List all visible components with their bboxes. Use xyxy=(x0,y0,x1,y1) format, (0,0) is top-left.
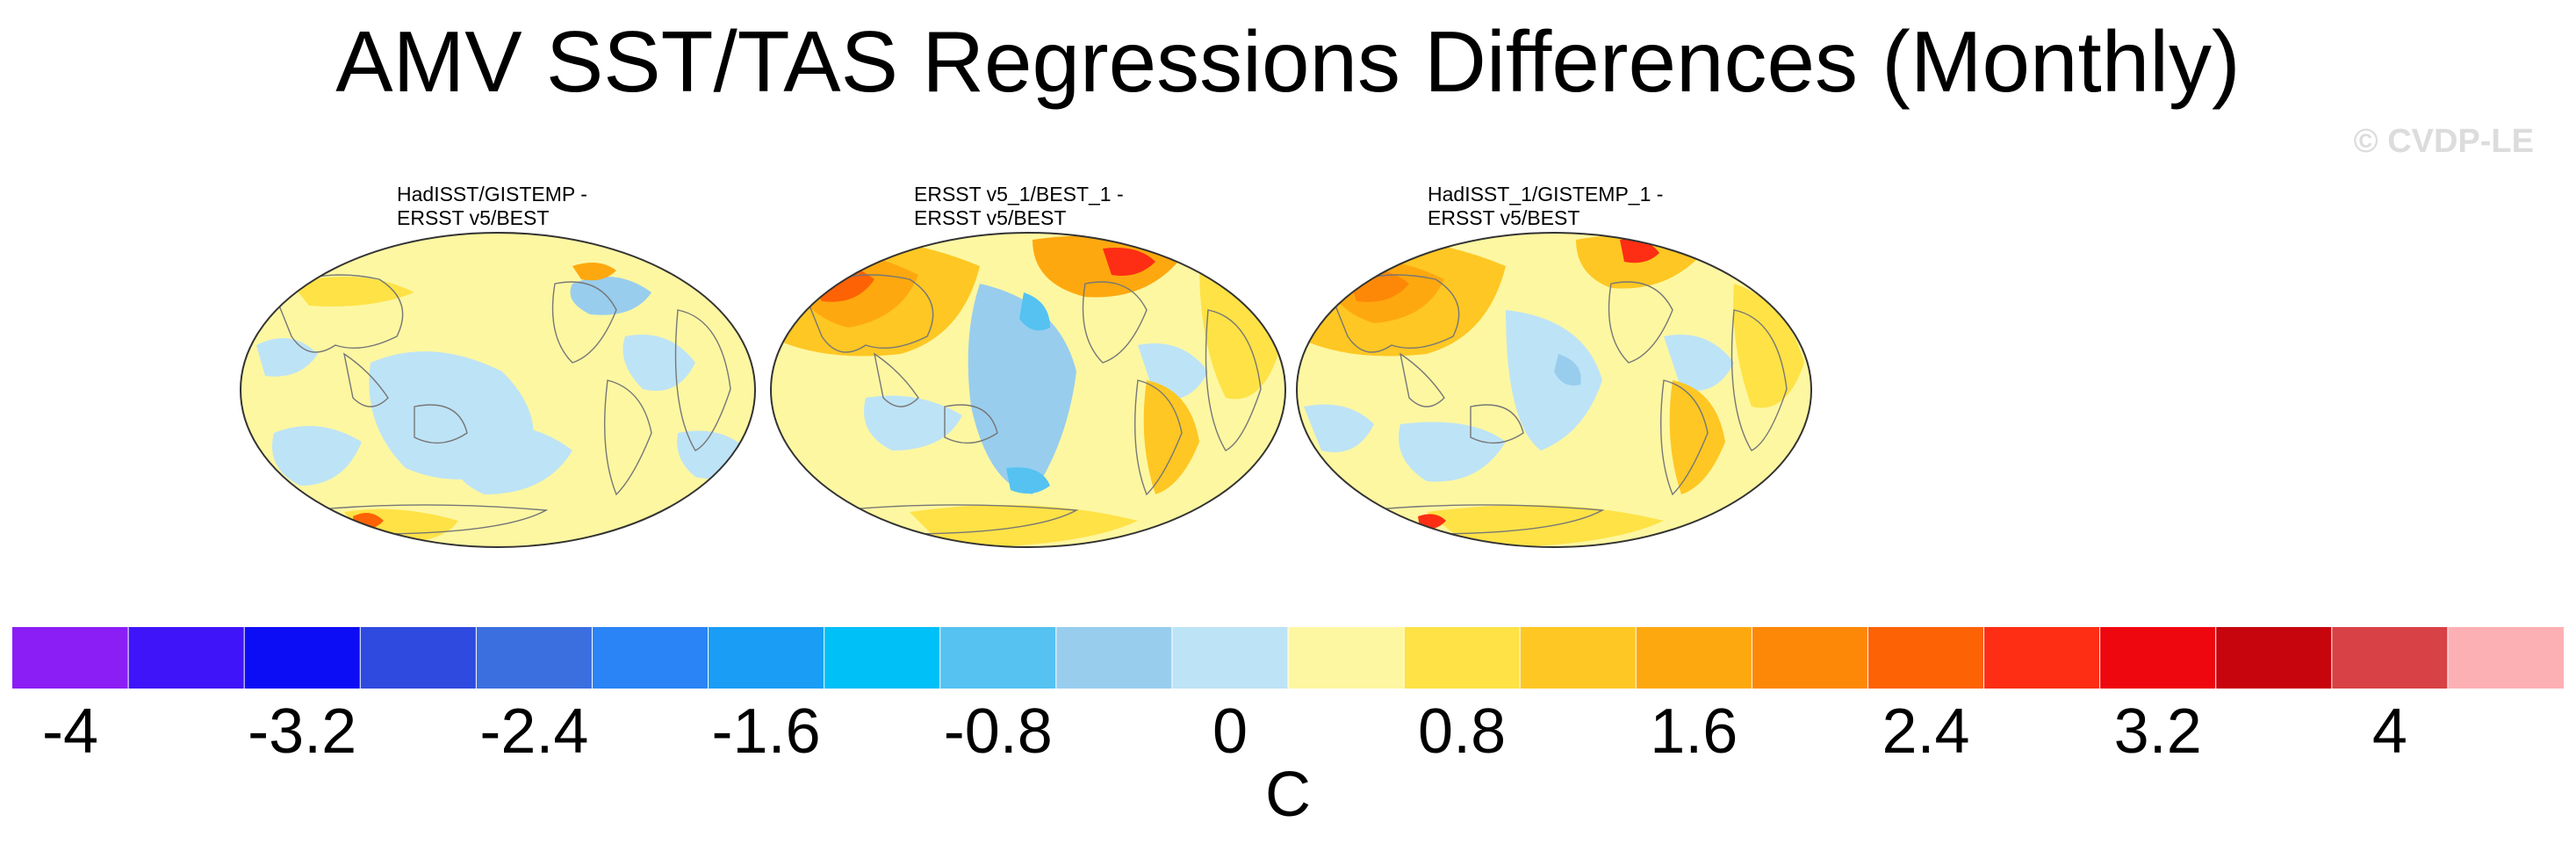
colorbar-tick-label: -4 xyxy=(41,696,99,767)
colorbar-box xyxy=(1171,627,1289,689)
map-1-indian-ocean-cool-region xyxy=(272,426,362,486)
map-2-border xyxy=(770,232,1286,548)
map-panel-3-svg xyxy=(1296,232,1812,548)
map-2-europe-warm-region xyxy=(1199,266,1278,400)
colorbar-box xyxy=(1404,627,1521,689)
colorbar-tick-label: -3.2 xyxy=(248,696,357,767)
colorbar-tick-label: -1.6 xyxy=(711,696,821,767)
map-2-north-pacific-cold-spot xyxy=(1019,292,1050,331)
map-2-arctic-warm-region xyxy=(1033,235,1182,298)
colorbar-box xyxy=(1867,627,1985,689)
colorbar-box xyxy=(939,627,1057,689)
map-panel-1 xyxy=(239,231,757,549)
map-1-border xyxy=(240,232,756,548)
panel-3-label: HadISST_1/GISTEMP_1 - ERSST v5/BEST xyxy=(1428,183,1663,230)
colorbar-box xyxy=(1636,627,1752,689)
map-1-arctic-cool-region xyxy=(570,277,651,315)
colorbar-box xyxy=(12,627,129,689)
map-3-antarctic-warm-region xyxy=(1427,505,1664,547)
colorbar-tick-label: 1.6 xyxy=(1650,696,1738,767)
colorbar-tick-label: 0 xyxy=(1212,696,1248,767)
map-1-coastlines xyxy=(273,274,731,535)
colorbar-tick-label: 0.8 xyxy=(1418,696,1507,767)
map-2-south-pacific-cold-spot xyxy=(1006,467,1050,494)
map-1-south-pacific-cool-region xyxy=(448,422,572,494)
map-panel-2-svg xyxy=(770,232,1286,548)
colorbar-box xyxy=(2215,627,2333,689)
colorbar-box xyxy=(128,627,245,689)
map-2-south-america-warm-region xyxy=(1143,380,1199,494)
map-3-south-indian-cool-region xyxy=(1399,422,1506,482)
colorbar-tick-label: 3.2 xyxy=(2113,696,2202,767)
map-1-greenland-warm-spot xyxy=(572,263,616,281)
map-3-pacific-cool-region xyxy=(1506,310,1602,451)
colorbar-tick-label: -2.4 xyxy=(479,696,589,767)
colorbar-units: C xyxy=(1265,760,1311,830)
chart-title: AMV SST/TAS Regressions Differences (Mon… xyxy=(335,13,2241,110)
colorbar-box xyxy=(2447,627,2564,689)
map-2-maritime-cool-region xyxy=(864,395,962,451)
colorbar xyxy=(12,627,2564,689)
colorbar-box xyxy=(2099,627,2217,689)
map-3-atlantic-cool-region xyxy=(1664,335,1734,391)
panel-3-label-line2: ERSST v5/BEST xyxy=(1428,206,1580,229)
colorbar-box xyxy=(360,627,477,689)
map-3-border xyxy=(1296,232,1812,548)
map-2-greenland-hot-spot xyxy=(1103,248,1155,276)
panel-2-label-line1: ERSST v5_1/BEST_1 - xyxy=(914,183,1124,206)
map-2-coastlines xyxy=(803,274,1262,535)
colorbar-box xyxy=(2331,627,2449,689)
map-1-atlantic-cool-region xyxy=(622,335,695,391)
colorbar-box xyxy=(1055,627,1173,689)
colorbar-box xyxy=(592,627,709,689)
panel-2-label-line2: ERSST v5/BEST xyxy=(914,206,1067,229)
colorbar-box xyxy=(824,627,941,689)
colorbar-box xyxy=(476,627,593,689)
map-3-pacific-cold-spot xyxy=(1554,354,1581,386)
colorbar-box xyxy=(244,627,361,689)
colorbar-box xyxy=(708,627,825,689)
colorbar-box xyxy=(1752,627,1868,689)
panel-1-label-line2: ERSST v5/BEST xyxy=(397,206,550,229)
map-panel-3 xyxy=(1295,231,1813,549)
panel-1-label-line1: HadISST/GISTEMP - xyxy=(397,183,587,206)
panel-3-label-line1: HadISST_1/GISTEMP_1 - xyxy=(1428,183,1664,206)
colorbar-tick-label: 4 xyxy=(2371,696,2407,767)
panel-1-label: HadISST/GISTEMP - ERSST v5/BEST xyxy=(397,183,587,230)
colorbar-tick-label: 2.4 xyxy=(1882,696,1970,767)
map-2-pacific-cool-region xyxy=(968,284,1076,494)
colorbar-tick-label: -0.8 xyxy=(943,696,1053,767)
map-panel-1-svg xyxy=(240,232,756,548)
colorbar-svg xyxy=(12,627,2564,689)
colorbar-box xyxy=(1520,627,1637,689)
map-3-coastlines xyxy=(1329,274,1788,535)
map-3-europe-warm-region xyxy=(1733,284,1804,408)
panel-2-label: ERSST v5_1/BEST_1 - ERSST v5/BEST xyxy=(914,183,1124,230)
colorbar-box xyxy=(1288,627,1405,689)
colorbar-box xyxy=(1983,627,2101,689)
map-panel-2 xyxy=(769,231,1287,549)
map-3-south-america-warm-region xyxy=(1669,380,1725,494)
credit-watermark: © CVDP-LE xyxy=(2353,123,2534,160)
map-3-indian-cool-region xyxy=(1304,404,1374,452)
map-1-eurasia-warm-region xyxy=(291,277,414,307)
